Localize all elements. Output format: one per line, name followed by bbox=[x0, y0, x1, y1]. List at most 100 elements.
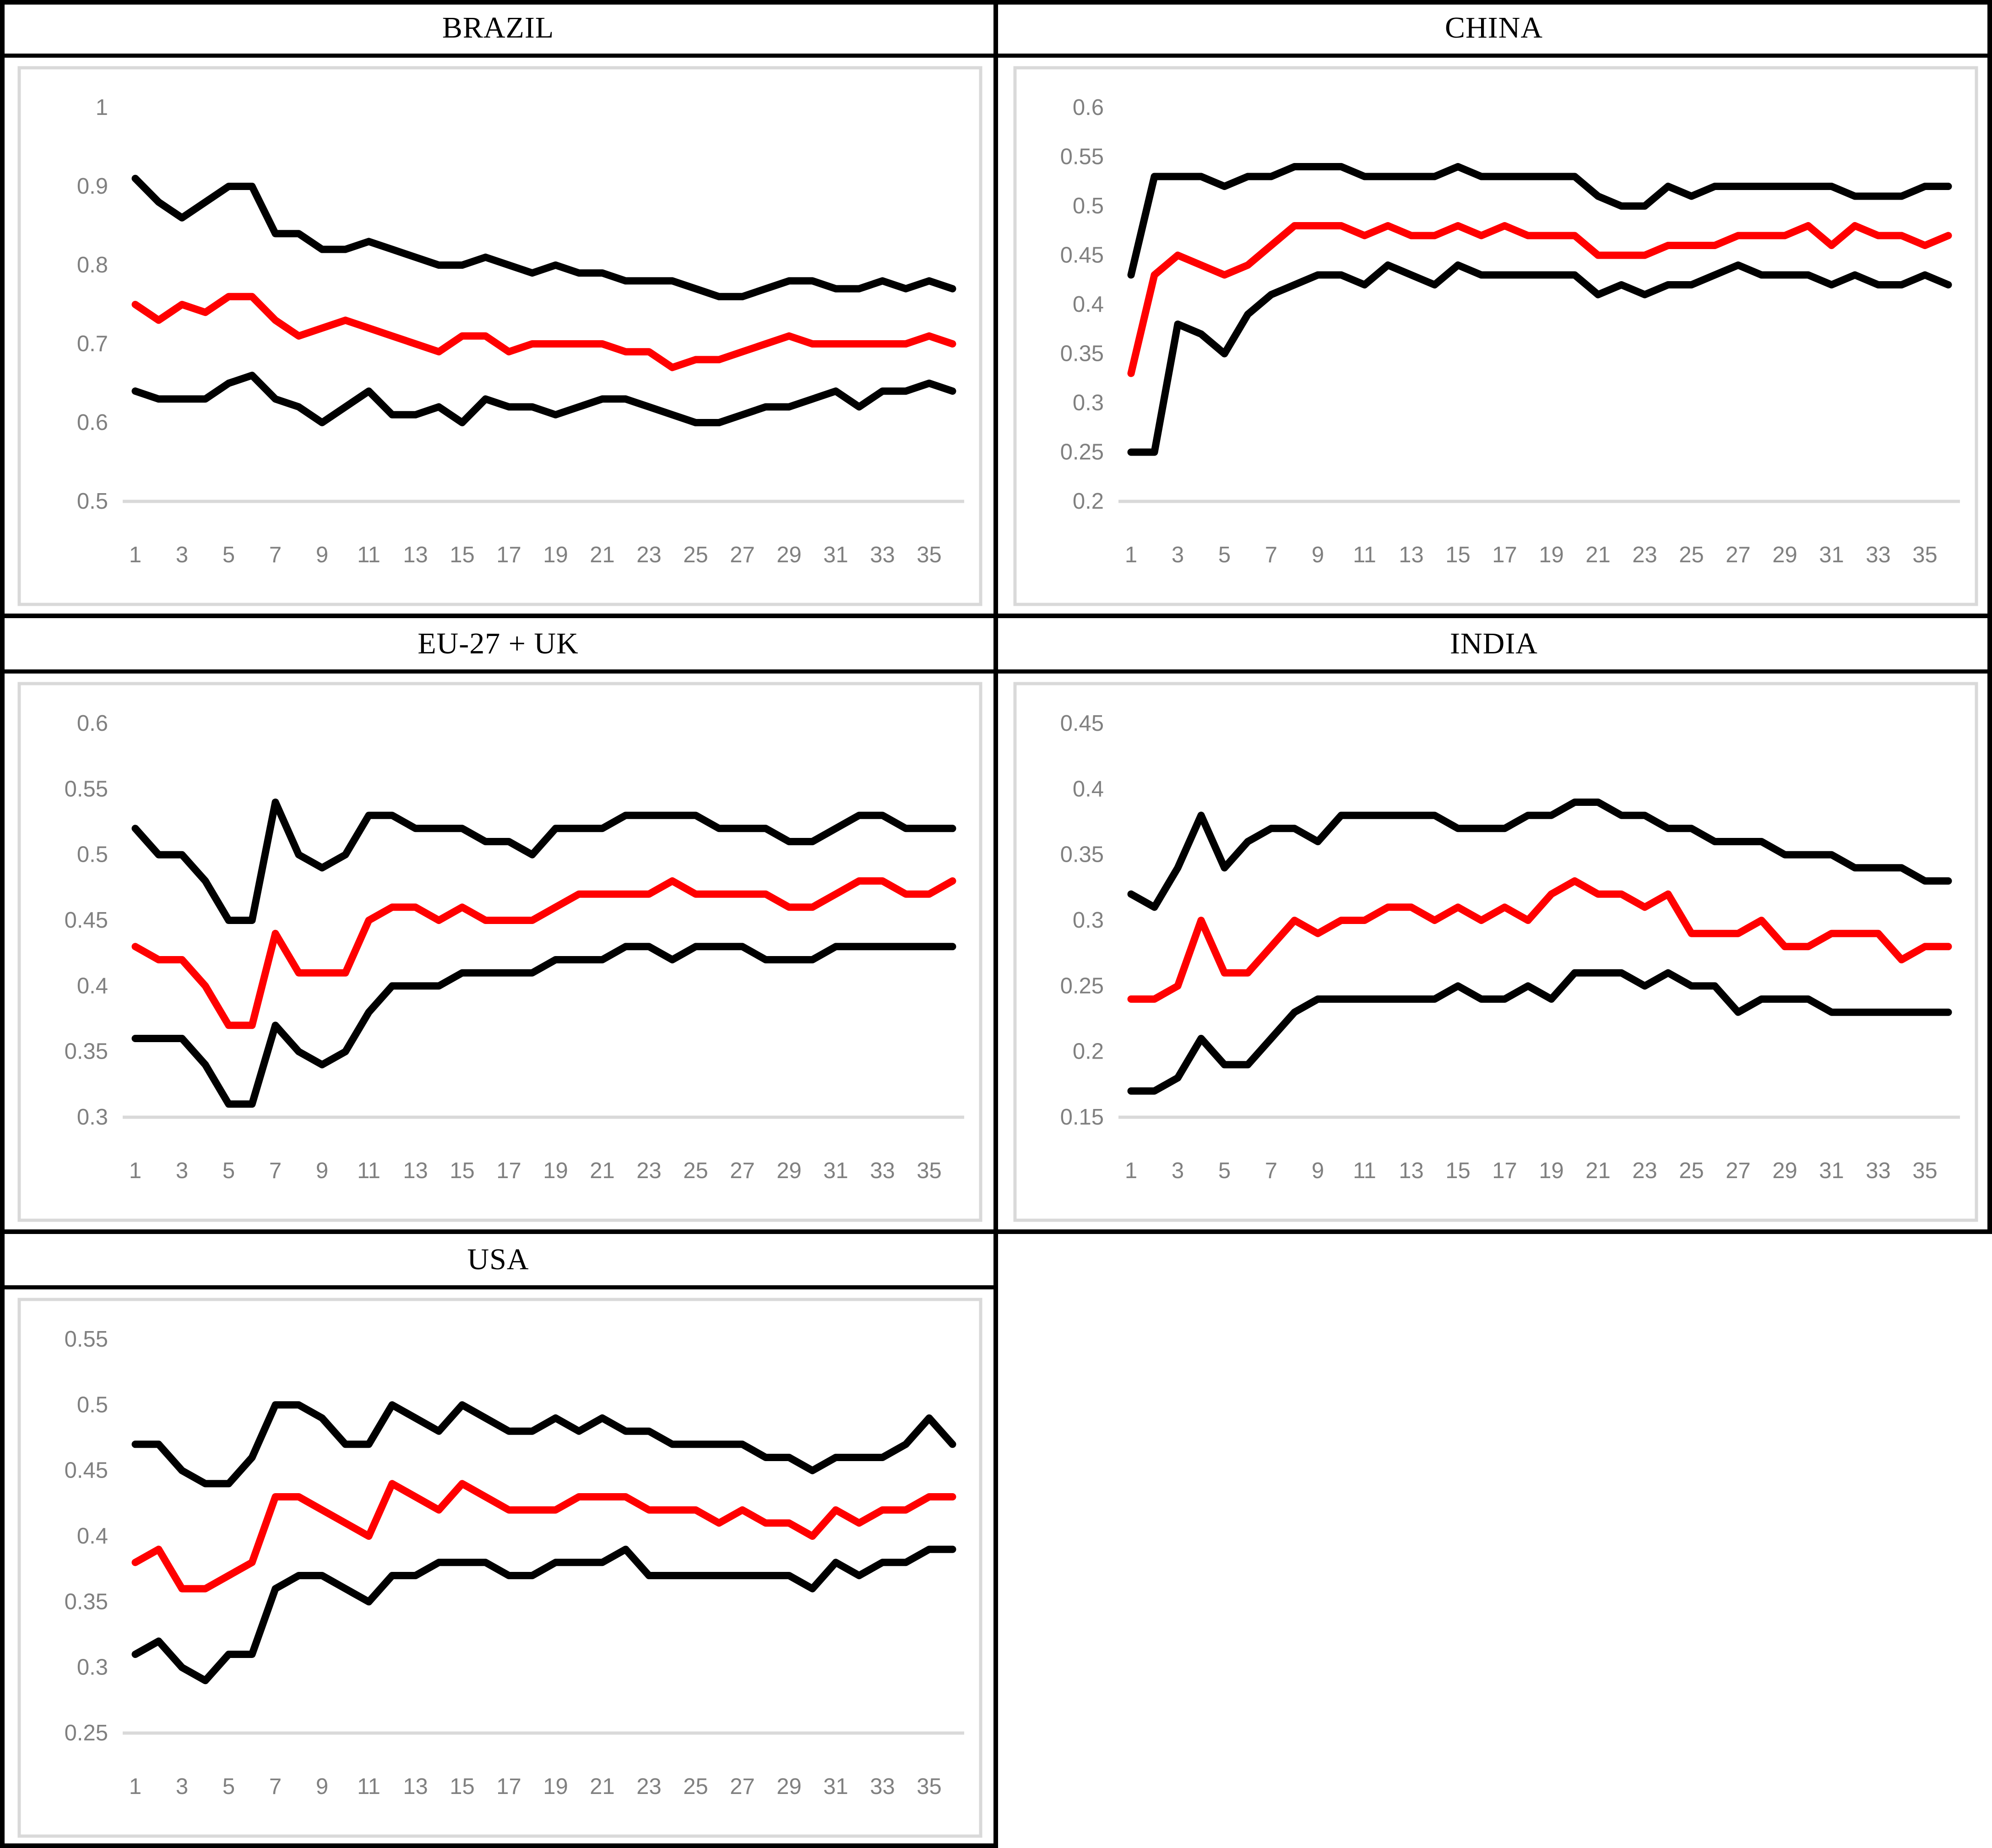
y-tick-label: 0.4 bbox=[77, 1524, 108, 1549]
x-tick-label: 1 bbox=[129, 543, 141, 567]
x-tick-label: 5 bbox=[1218, 543, 1231, 567]
x-tick-label: 19 bbox=[543, 1774, 568, 1799]
x-tick-label: 29 bbox=[1772, 543, 1797, 567]
y-tick-label: 0.55 bbox=[65, 777, 108, 801]
x-tick-label: 17 bbox=[496, 543, 521, 567]
row-divider-1 bbox=[0, 614, 1992, 618]
line-chart-china: 0.60.550.50.450.40.350.30.250.21 3 5 7 9 11 13… bbox=[1013, 66, 1978, 606]
x-tick-label: 3 bbox=[176, 543, 188, 567]
y-tick-label: 0.9 bbox=[77, 174, 108, 199]
x-tick-label: 9 bbox=[316, 543, 328, 567]
x-tick-label: 7 bbox=[1265, 543, 1277, 567]
y-tick-label: 0.55 bbox=[1060, 145, 1104, 169]
x-tick-label: 35 bbox=[917, 543, 942, 567]
series-line-mean bbox=[131, 1480, 956, 1593]
x-tick-label: 29 bbox=[776, 1774, 802, 1799]
chart-frame bbox=[17, 682, 982, 1222]
y-tick-label: 0.35 bbox=[65, 1039, 108, 1064]
chart-title: CHINA bbox=[1445, 11, 1543, 44]
series-line-mean bbox=[1127, 877, 1952, 1003]
y-tick-label: 0.25 bbox=[1060, 973, 1104, 998]
title-separator bbox=[0, 669, 998, 674]
chart-title: INDIA bbox=[1450, 626, 1538, 660]
x-tick-label: 15 bbox=[450, 543, 475, 567]
chart-cell-india: INDIA 0.45 0.4 0.35 0.3 0.25 0.2 0.15 1 3 5 7 9 11 13… bbox=[996, 616, 1992, 1232]
chart-frame bbox=[1013, 682, 1978, 1222]
x-tick-label: 31 bbox=[1819, 543, 1844, 567]
x-tick-label: 21 bbox=[1585, 1158, 1611, 1183]
x-tick-label: 9 bbox=[1312, 1158, 1324, 1183]
x-tick-label: 11 bbox=[357, 1774, 380, 1799]
x-tick-label: 19 bbox=[543, 1158, 568, 1183]
x-tick-label: 19 bbox=[1539, 543, 1564, 567]
line-chart-eu27-uk: 0.60.550.50.450.40.350.31 3 5 7 9 11 13 15 17 19 2… bbox=[17, 682, 982, 1222]
y-tick-label: 0.4 bbox=[1073, 292, 1104, 317]
y-tick-label: 0.35 bbox=[65, 1589, 108, 1614]
x-tick-label: 21 bbox=[1585, 543, 1611, 567]
x-tick-label: 13 bbox=[403, 543, 428, 567]
x-tick-label: 35 bbox=[1912, 1158, 1938, 1183]
x-tick-label: 7 bbox=[1265, 1158, 1277, 1183]
x-tick-label: 17 bbox=[1492, 543, 1517, 567]
x-tick-label: 5 bbox=[223, 1158, 235, 1183]
x-tick-label: 5 bbox=[223, 543, 235, 567]
x-tick-label: 1 bbox=[1125, 1158, 1137, 1183]
table-border-left bbox=[0, 0, 5, 1848]
y-tick-label: 0.45 bbox=[1060, 243, 1104, 268]
x-tick-label: 5 bbox=[223, 1774, 235, 1799]
x-tick-label: 1 bbox=[129, 1774, 141, 1799]
x-tick-label: 27 bbox=[1726, 1158, 1751, 1183]
x-tick-label: 15 bbox=[1445, 1158, 1471, 1183]
y-tick-label: 0.5 bbox=[1073, 194, 1104, 218]
x-tick-label: 25 bbox=[1679, 1158, 1704, 1183]
x-tick-label: 29 bbox=[776, 1158, 802, 1183]
x-tick-label: 11 bbox=[357, 543, 380, 567]
x-tick-label: 33 bbox=[1866, 543, 1891, 567]
x-tick-label: 27 bbox=[1726, 543, 1751, 567]
series-line-upper-bound bbox=[131, 174, 956, 300]
series-line-upper-bound bbox=[1127, 163, 1952, 279]
y-tick-label: 0.4 bbox=[1073, 777, 1104, 801]
y-tick-label: 0.35 bbox=[1060, 842, 1104, 867]
empty-cell bbox=[1000, 1236, 1992, 1848]
x-tick-label: 31 bbox=[823, 543, 848, 567]
title-separator bbox=[0, 1285, 998, 1289]
series-line-lower-bound bbox=[131, 1545, 956, 1685]
x-tick-label: 15 bbox=[1445, 543, 1471, 567]
x-tick-label: 19 bbox=[1539, 1158, 1564, 1183]
series-line-mean bbox=[1127, 222, 1952, 377]
x-tick-label: 3 bbox=[1172, 543, 1184, 567]
y-tick-label: 0.5 bbox=[77, 489, 108, 514]
x-tick-label: 15 bbox=[450, 1158, 475, 1183]
y-tick-label: 0.5 bbox=[77, 842, 108, 867]
y-tick-label: 0.6 bbox=[1073, 95, 1104, 120]
line-chart-brazil: 10.90.80.70.60.51 3 5 7 9 11 13 15 17 19 21 23 25 27 2… bbox=[17, 66, 982, 606]
series-line-upper-bound bbox=[1127, 799, 1952, 911]
x-tick-label: 25 bbox=[1679, 543, 1704, 567]
series-line-lower-bound bbox=[1127, 261, 1952, 456]
y-tick-label: 0.3 bbox=[77, 1105, 108, 1130]
x-tick-label: 1 bbox=[1125, 543, 1137, 567]
x-tick-label: 7 bbox=[269, 1158, 282, 1183]
x-tick-label: 23 bbox=[1632, 1158, 1657, 1183]
y-tick-label: 0.25 bbox=[65, 1721, 108, 1745]
x-tick-label: 21 bbox=[590, 1158, 615, 1183]
y-tick-label: 0.55 bbox=[65, 1327, 108, 1352]
y-tick-label: 0.45 bbox=[65, 908, 108, 933]
title-separator bbox=[0, 54, 998, 58]
x-tick-label: 31 bbox=[823, 1158, 848, 1183]
y-tick-label: 0.45 bbox=[1060, 711, 1104, 736]
x-tick-label: 9 bbox=[1312, 543, 1324, 567]
x-tick-label: 33 bbox=[870, 1158, 895, 1183]
y-tick-label: 0.7 bbox=[77, 332, 108, 356]
series-line-lower-bound bbox=[131, 371, 956, 426]
x-tick-label: 3 bbox=[1172, 1158, 1184, 1183]
x-tick-label: 23 bbox=[636, 1158, 662, 1183]
y-tick-label: 0.25 bbox=[1060, 440, 1104, 465]
chart-title-bar: USA bbox=[0, 1232, 996, 1287]
chart-frame bbox=[1013, 66, 1978, 606]
x-tick-label: 23 bbox=[636, 1774, 662, 1799]
series-line-lower-bound bbox=[1127, 969, 1952, 1095]
series-line-upper-bound bbox=[131, 799, 956, 924]
chart-cell-brazil: BRAZIL 1 0.9 0.8 0.7 0.6 0.5 1 3 5 7 9 11 13 15 17 19 21… bbox=[0, 0, 996, 616]
